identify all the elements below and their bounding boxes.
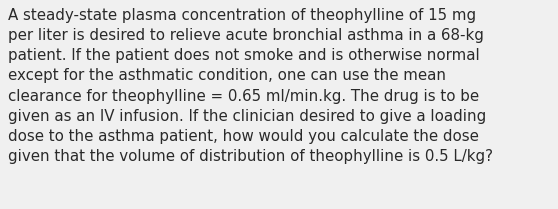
Text: A steady-state plasma concentration of theophylline of 15 mg
per liter is desire: A steady-state plasma concentration of t… xyxy=(8,8,493,164)
